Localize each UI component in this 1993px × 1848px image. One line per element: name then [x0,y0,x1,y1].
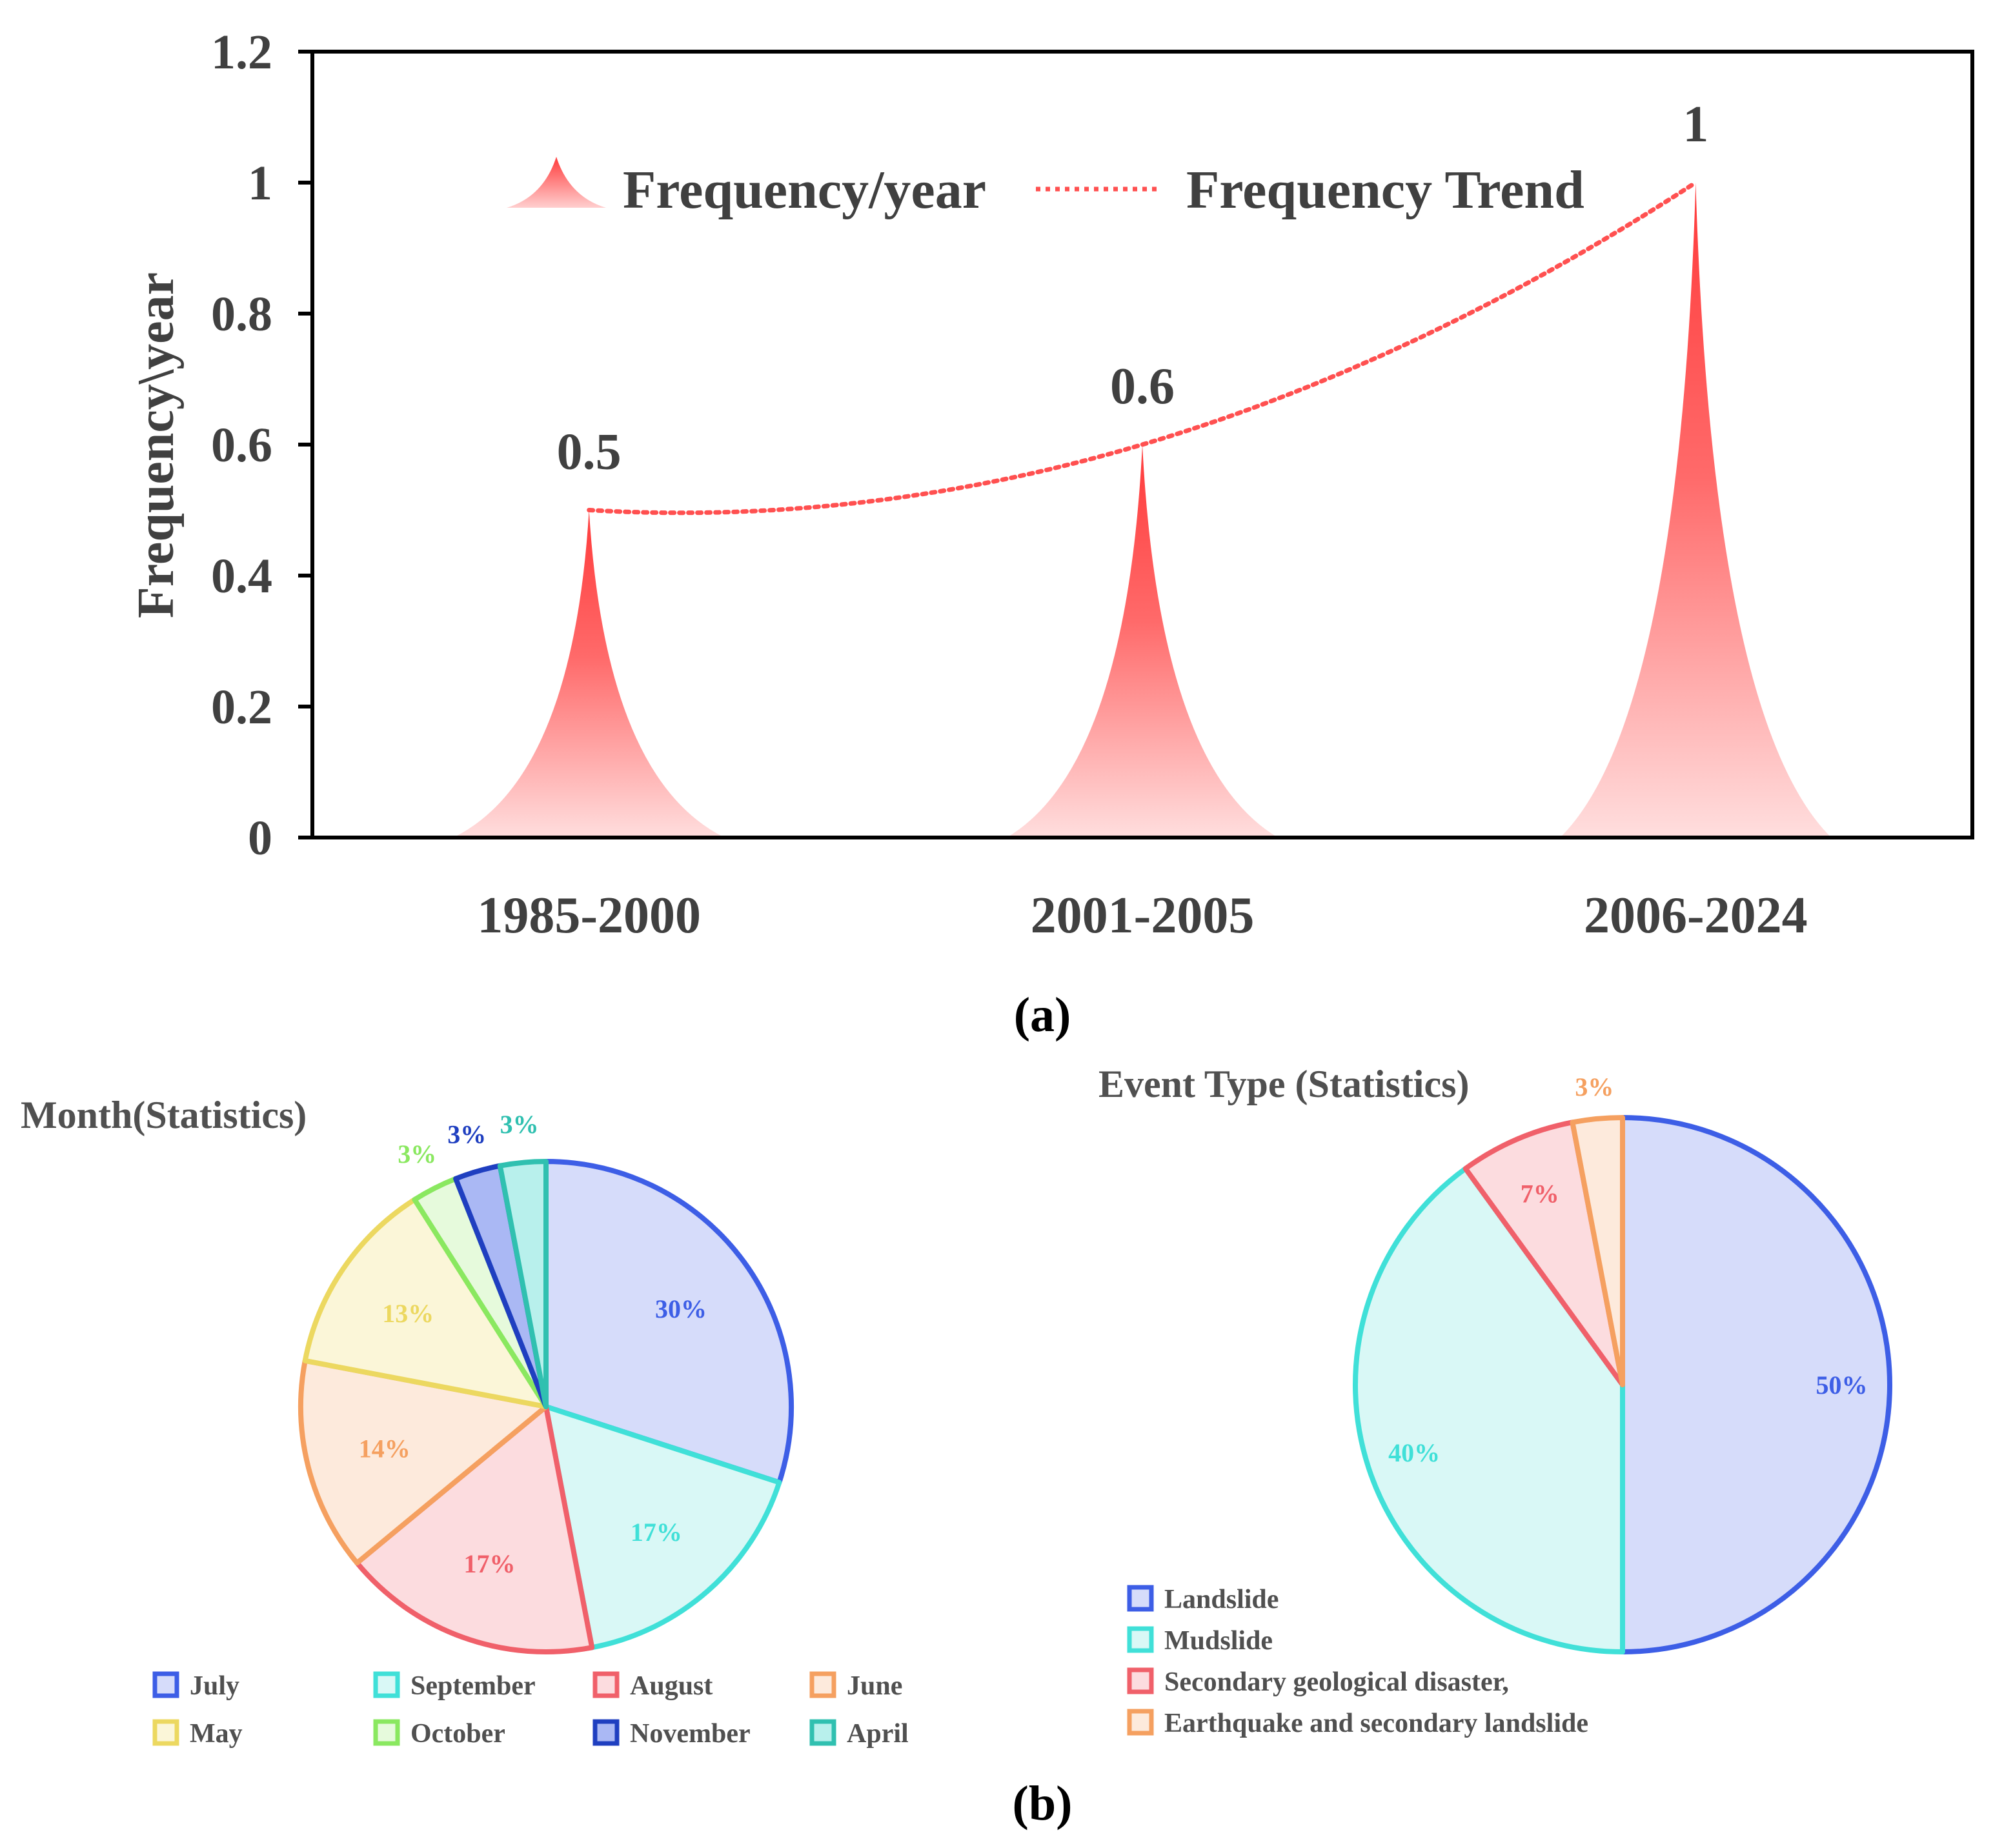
legend: Frequency/year Frequency Trend [507,157,1584,220]
month-pie-title: Month(Statistics) [21,1094,307,1136]
y-axis-label: Frequency\year [128,272,185,618]
y-tick-label: 0.2 [211,680,272,734]
legend-swatch-may [152,1719,179,1746]
slice-label-october: 3% [398,1140,436,1169]
legend-label-november: November [630,1719,751,1749]
slice-label-secondary-geological-disaster: 7% [1521,1180,1559,1209]
y-tick-label: 0.6 [211,418,272,472]
event-type-pie-chart: Event Type (Statistics) 50% 40% 7% 3% Lands… [1098,1063,1892,1738]
slice-label-landslide: 50% [1816,1371,1867,1400]
y-tick-label: 1 [248,156,272,210]
caption-b: (b) [1013,1776,1073,1831]
slice-mudslide [1353,1166,1625,1654]
plot-frame [310,50,1974,839]
x-tick-label-2001-2005: 2001-2005 [1031,887,1255,944]
legend-swatch-secondary-geological-disaster [1127,1667,1154,1694]
trend-series [587,180,1698,516]
event-type-pie-labels: 50% 40% 7% 3% [1388,1072,1867,1467]
legend-label-september: September [410,1671,536,1701]
slice-july [543,1159,794,1485]
slice-label-june: 14% [359,1434,410,1463]
legend-label-may: May [190,1719,243,1749]
x-tick-label-2006-2024: 2006-2024 [1584,887,1808,944]
y-tick-label: 0 [248,811,272,865]
peak-series [453,183,1832,838]
trend-line [587,180,1698,516]
legend-label-frequency-trend: Frequency Trend [1186,160,1584,220]
legend-swatch-june [809,1671,836,1698]
legend-label-july: July [190,1671,239,1701]
value-label-1985-2000: 0.5 [557,424,622,481]
legend-swatch-april [809,1719,836,1746]
legend-swatch-november [592,1719,620,1746]
slice-label-mudslide: 40% [1388,1438,1440,1467]
legend-label-june: June [847,1671,902,1701]
legend-label-mudslide: Mudslide [1164,1626,1273,1656]
x-axis-ticks: 1985-2000 2001-2005 2006-2024 [477,887,1807,944]
event-type-pie-slices [1353,1115,1892,1654]
slice-label-november: 3% [447,1120,486,1149]
event-type-pie-title: Event Type (Statistics) [1098,1063,1469,1105]
legend-label-august: August [630,1671,713,1701]
legend-label-april: April [847,1719,909,1749]
legend-swatch-october [373,1719,400,1746]
slice-august [354,1404,595,1654]
caption-a: (a) [1014,988,1071,1042]
value-labels: 0.5 0.6 1 [557,96,1709,481]
legend-peak-swatch [507,157,606,208]
month-pie-labels: 30% 17% 17% 14% 13% 3% 3% 3% [359,1110,707,1578]
y-tick-label: 1.2 [211,25,272,79]
slice-label-august: 17% [463,1549,515,1578]
legend-swatch-landslide [1127,1585,1154,1612]
value-label-2001-2005: 0.6 [1110,358,1175,415]
legend-label-october: October [410,1719,505,1749]
y-axis-ticks: 0 0.2 0.4 0.6 0.8 1 1.2 [211,25,312,865]
legend-label-secondary-geological-disaster: Secondary geological disaster, [1164,1667,1509,1697]
legend-swatch-august [592,1671,620,1698]
month-pie-slices [298,1159,794,1654]
legend-label-landslide: Landslide [1164,1585,1279,1614]
slice-label-earthquake-and-secondary-landslide: 3% [1575,1072,1614,1101]
month-pie-legend: July September August June May October Novembe… [152,1671,909,1749]
slice-june [298,1358,549,1566]
legend-swatch-earthquake-and-secondary-landslide [1127,1709,1154,1736]
slice-may [302,1197,549,1409]
y-tick-label: 0.8 [211,287,272,341]
slice-earthquake-and-secondary-landslide [1570,1115,1625,1387]
slice-label-may: 13% [382,1299,434,1328]
month-pie-chart: Month(Statistics) 30%17%17%14%13%3%3% 3% … [21,1094,909,1749]
peak-2001-2005 [1006,445,1279,838]
x-tick-label-1985-2000: 1985-2000 [477,887,701,944]
slice-september [543,1404,782,1651]
peak-1985-2000 [453,510,725,838]
slice-april [497,1159,549,1409]
event-type-pie-legend: Landslide Mudslide Secondary geological di… [1127,1585,1588,1738]
chart-panel-a: 0.5 0.6 1 0 0.2 0.4 0.6 0.8 1 1.2 1985-2000 2001-… [128,25,1974,1042]
legend-label-earthquake-and-secondary-landslide: Earthquake and secondary landslide [1164,1709,1588,1738]
legend-swatch-mudslide [1127,1626,1154,1653]
slice-label-july: 30% [655,1294,707,1323]
peak-2006-2024 [1560,183,1832,838]
y-tick-label: 0.4 [211,549,272,603]
slice-label-september: 17% [631,1518,682,1547]
legend-swatch-september [373,1671,400,1698]
slice-landslide [1620,1115,1892,1654]
legend-label-frequency-year: Frequency/year [623,160,986,220]
legend-swatch-july [152,1671,179,1698]
value-label-2006-2024: 1 [1683,96,1708,153]
slice-label-april: 3% [500,1110,539,1139]
